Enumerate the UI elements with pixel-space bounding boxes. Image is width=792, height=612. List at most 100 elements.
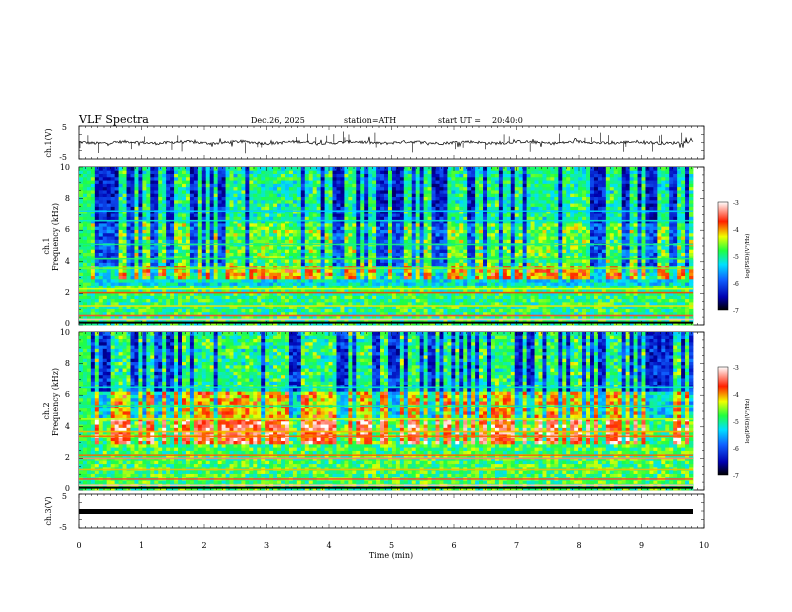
spectrogram-cell xyxy=(451,282,456,286)
spectrogram-cell xyxy=(86,308,92,313)
spectrogram-cell xyxy=(419,272,425,277)
spectrogram-cell xyxy=(253,190,258,194)
spectrogram-cell xyxy=(340,193,345,198)
spectrogram-cell xyxy=(439,173,444,178)
spectrogram-cell xyxy=(142,255,147,260)
spectrogram-cell xyxy=(225,193,230,198)
spectrogram-cell xyxy=(241,301,246,306)
spectrogram-cell xyxy=(340,262,345,267)
spectrogram-cell xyxy=(316,236,322,240)
spectrogram-cell xyxy=(304,199,310,204)
spectrogram-cell xyxy=(106,298,112,303)
spectrogram-cell xyxy=(170,295,175,300)
spectrogram-cell xyxy=(356,311,361,316)
spectrogram-cell xyxy=(399,249,405,253)
spectrogram-cell xyxy=(451,305,456,309)
spectrogram-cell xyxy=(162,255,167,260)
spectrogram-cell xyxy=(114,206,120,211)
spectrogram-cell xyxy=(352,229,357,234)
spectrogram-cell xyxy=(439,193,444,198)
spectrogram-cell xyxy=(423,301,428,306)
spectrogram-cell xyxy=(221,239,226,244)
spectrogram-cell xyxy=(360,311,365,316)
spectrogram-cell xyxy=(467,288,472,293)
spectrogram-cell xyxy=(316,213,322,217)
spectrogram-cell xyxy=(98,236,104,240)
spectrogram-cell xyxy=(391,232,397,237)
spectrogram-cell xyxy=(336,259,341,263)
spectrogram-cell xyxy=(292,272,298,277)
spectrogram-cell xyxy=(257,190,262,194)
spectrogram-cell xyxy=(79,190,84,194)
spectrogram-cell xyxy=(150,246,155,250)
spectrogram-cell xyxy=(328,249,333,253)
spectrogram-cell xyxy=(126,272,131,277)
spectrogram-cell xyxy=(467,173,472,178)
spectrogram-cell xyxy=(94,301,100,306)
spectrogram-cell xyxy=(138,186,143,191)
spectrogram-cell xyxy=(118,236,123,240)
spectrogram-cell xyxy=(174,269,179,273)
spectrogram-cell xyxy=(399,203,405,207)
spectrogram-cell xyxy=(221,173,226,178)
spectrogram-cell xyxy=(277,298,282,303)
spectrogram-cell xyxy=(316,282,322,286)
spectrogram-cell xyxy=(439,176,444,181)
spectrogram-cell xyxy=(178,170,183,174)
spectrogram-cell xyxy=(463,292,468,296)
spectrogram-cell xyxy=(483,176,488,181)
spectrogram-cell xyxy=(205,193,211,198)
spectrogram-cell xyxy=(209,226,215,230)
spectrogram-cell xyxy=(118,190,123,194)
spectrogram-cell xyxy=(225,173,230,178)
spectrogram-cell xyxy=(106,186,112,191)
spectrogram-cell xyxy=(407,222,413,227)
spectrogram-cell xyxy=(356,216,361,221)
spectrogram-cell xyxy=(443,288,448,293)
spectrogram-cell xyxy=(380,278,385,283)
spectrogram-cell xyxy=(134,213,139,217)
spectrogram-cell xyxy=(253,186,258,191)
spectrogram-cell xyxy=(142,278,147,283)
spectrogram-cell xyxy=(368,229,373,234)
spectrogram-cell xyxy=(225,199,230,204)
spectrogram-cell xyxy=(205,216,211,221)
spectrogram-cell xyxy=(241,190,246,194)
spectrogram-cell xyxy=(423,176,428,181)
spectrogram-cell xyxy=(288,203,294,207)
spectrogram-cell xyxy=(292,315,298,319)
spectrogram-cell xyxy=(316,259,322,263)
spectrogram-cell xyxy=(154,232,159,237)
spectrogram-cell xyxy=(273,295,278,300)
spectrogram-cell xyxy=(348,180,353,184)
spectrogram-cell xyxy=(225,249,230,253)
spectrogram-cell xyxy=(257,213,262,217)
spectrogram-cell xyxy=(296,292,302,296)
spectrogram-cell xyxy=(82,176,88,181)
spectrogram-cell xyxy=(419,193,425,198)
spectrogram-cell xyxy=(479,239,484,244)
spectrogram-cell xyxy=(269,176,274,181)
spectrogram-cell xyxy=(467,183,472,188)
spectrogram-cell xyxy=(399,190,405,194)
spectrogram-cell xyxy=(209,252,215,257)
spectrogram-cell xyxy=(237,229,242,234)
spectrogram-cell xyxy=(419,203,425,207)
spectrogram-cell xyxy=(158,236,163,240)
start-ut-time: 20:40:0 xyxy=(492,116,523,125)
spectrogram-cell xyxy=(352,239,357,244)
spectrogram-cell xyxy=(439,308,444,313)
spectrogram-cell xyxy=(277,275,282,280)
spectrogram-cell xyxy=(447,298,452,303)
spectrogram-cell xyxy=(455,315,460,319)
spectrogram-cell xyxy=(110,229,116,234)
spectrogram-cell xyxy=(411,315,417,319)
spectrogram-cell xyxy=(340,249,345,253)
spectrogram-cell xyxy=(205,180,211,184)
spectrogram-cell xyxy=(233,285,238,290)
spectrogram-cell xyxy=(308,206,314,211)
spectrogram-cell xyxy=(372,196,377,201)
spectrogram-cell xyxy=(459,229,464,234)
spectrogram-cell xyxy=(138,272,143,277)
spectrogram-cell xyxy=(384,272,389,277)
